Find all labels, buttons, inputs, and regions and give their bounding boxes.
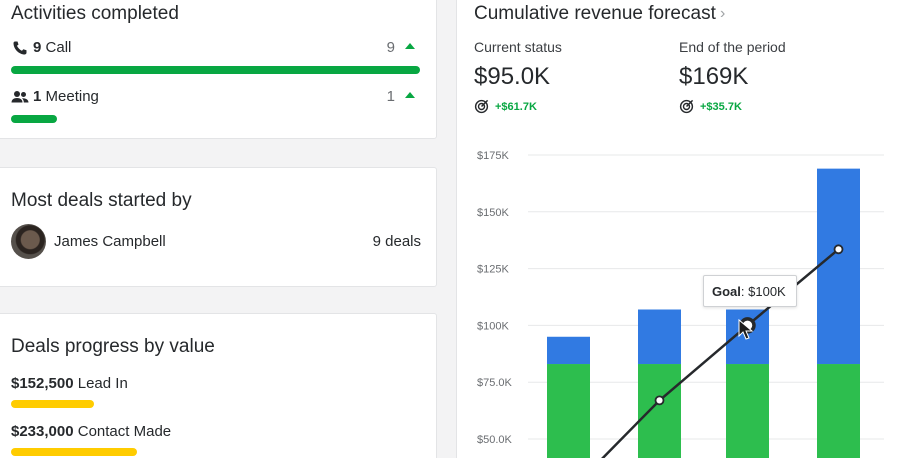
bar-segment-won	[638, 364, 681, 458]
goal-point	[833, 244, 844, 255]
progress-bar-lead-in	[11, 400, 94, 408]
current-status-value: $95.0K	[474, 63, 551, 90]
current-status-delta: +$61.7K	[474, 99, 562, 114]
progress-bar-contact-made	[11, 448, 137, 456]
progress-title: Deals progress by value	[11, 336, 215, 357]
end-of-period-value: $169K	[679, 63, 749, 90]
avatar	[11, 224, 46, 259]
y-tick-label: $50.0K	[477, 434, 513, 446]
bar-segment-won	[547, 364, 590, 458]
end-of-period-delta: +$35.7K	[679, 99, 786, 114]
trend-up-icon	[405, 92, 415, 98]
y-tick-label: $125K	[477, 264, 509, 276]
bar-segment-forecast	[547, 336, 590, 365]
progress-row-contact-made[interactable]: $233,000 Contact Made	[11, 423, 172, 440]
activity-value: 1	[386, 88, 395, 105]
trend-up-icon	[405, 43, 415, 49]
target-icon	[679, 99, 694, 114]
activity-bar-call	[11, 66, 420, 74]
activities-title: Activities completed	[11, 3, 179, 24]
current-status-stat: Current status $95.0K +$61.7K	[474, 39, 562, 114]
person-deal-count: 9 deals	[372, 233, 421, 250]
phone-icon	[13, 41, 27, 55]
goal-tooltip: Goal: $100K	[703, 275, 797, 307]
goal-point	[654, 395, 665, 406]
activity-label: 1 Meeting	[33, 88, 99, 105]
revenue-chart: $175K $150K $125K $100K $75.0K $50.0K	[477, 150, 884, 458]
started-title: Most deals started by	[11, 190, 192, 211]
activity-label: 9 Call	[33, 39, 72, 56]
progress-row-lead-in[interactable]: $152,500 Lead In	[11, 375, 128, 392]
y-tick-label: $150K	[477, 207, 509, 219]
activity-value: 9	[386, 39, 395, 56]
bar-segment-forecast	[638, 309, 681, 365]
people-icon	[11, 91, 29, 103]
target-icon	[474, 99, 489, 114]
activity-row-meeting[interactable]: 1 Meeting 1	[11, 87, 421, 107]
bar-segment-forecast	[817, 168, 860, 365]
activities-completed-card: Activities completed 9 Call 9 1 Meeting …	[0, 0, 437, 139]
chevron-right-icon[interactable]: ›	[720, 5, 726, 22]
y-tick-label: $175K	[477, 150, 509, 162]
end-of-period-stat: End of the period $169K +$35.7K	[679, 39, 786, 114]
mouse-cursor-icon	[738, 318, 754, 340]
forecast-title[interactable]: Cumulative revenue forecast	[474, 3, 716, 24]
bar-segment-won	[726, 364, 769, 458]
deals-progress-card: Deals progress by value $152,500 Lead In…	[0, 313, 437, 458]
most-deals-started-card: Most deals started by James Campbell 9 d…	[0, 167, 437, 287]
bar-segment-won	[817, 364, 860, 458]
activity-bar-meeting	[11, 115, 57, 123]
activity-row-call[interactable]: 9 Call 9	[11, 38, 421, 58]
y-tick-label: $100K	[477, 320, 509, 332]
person-name: James Campbell	[54, 233, 166, 250]
end-of-period-label: End of the period	[679, 39, 786, 55]
y-tick-label: $75.0K	[477, 377, 513, 389]
current-status-label: Current status	[474, 39, 562, 55]
person-row[interactable]: James Campbell 9 deals	[11, 224, 421, 260]
